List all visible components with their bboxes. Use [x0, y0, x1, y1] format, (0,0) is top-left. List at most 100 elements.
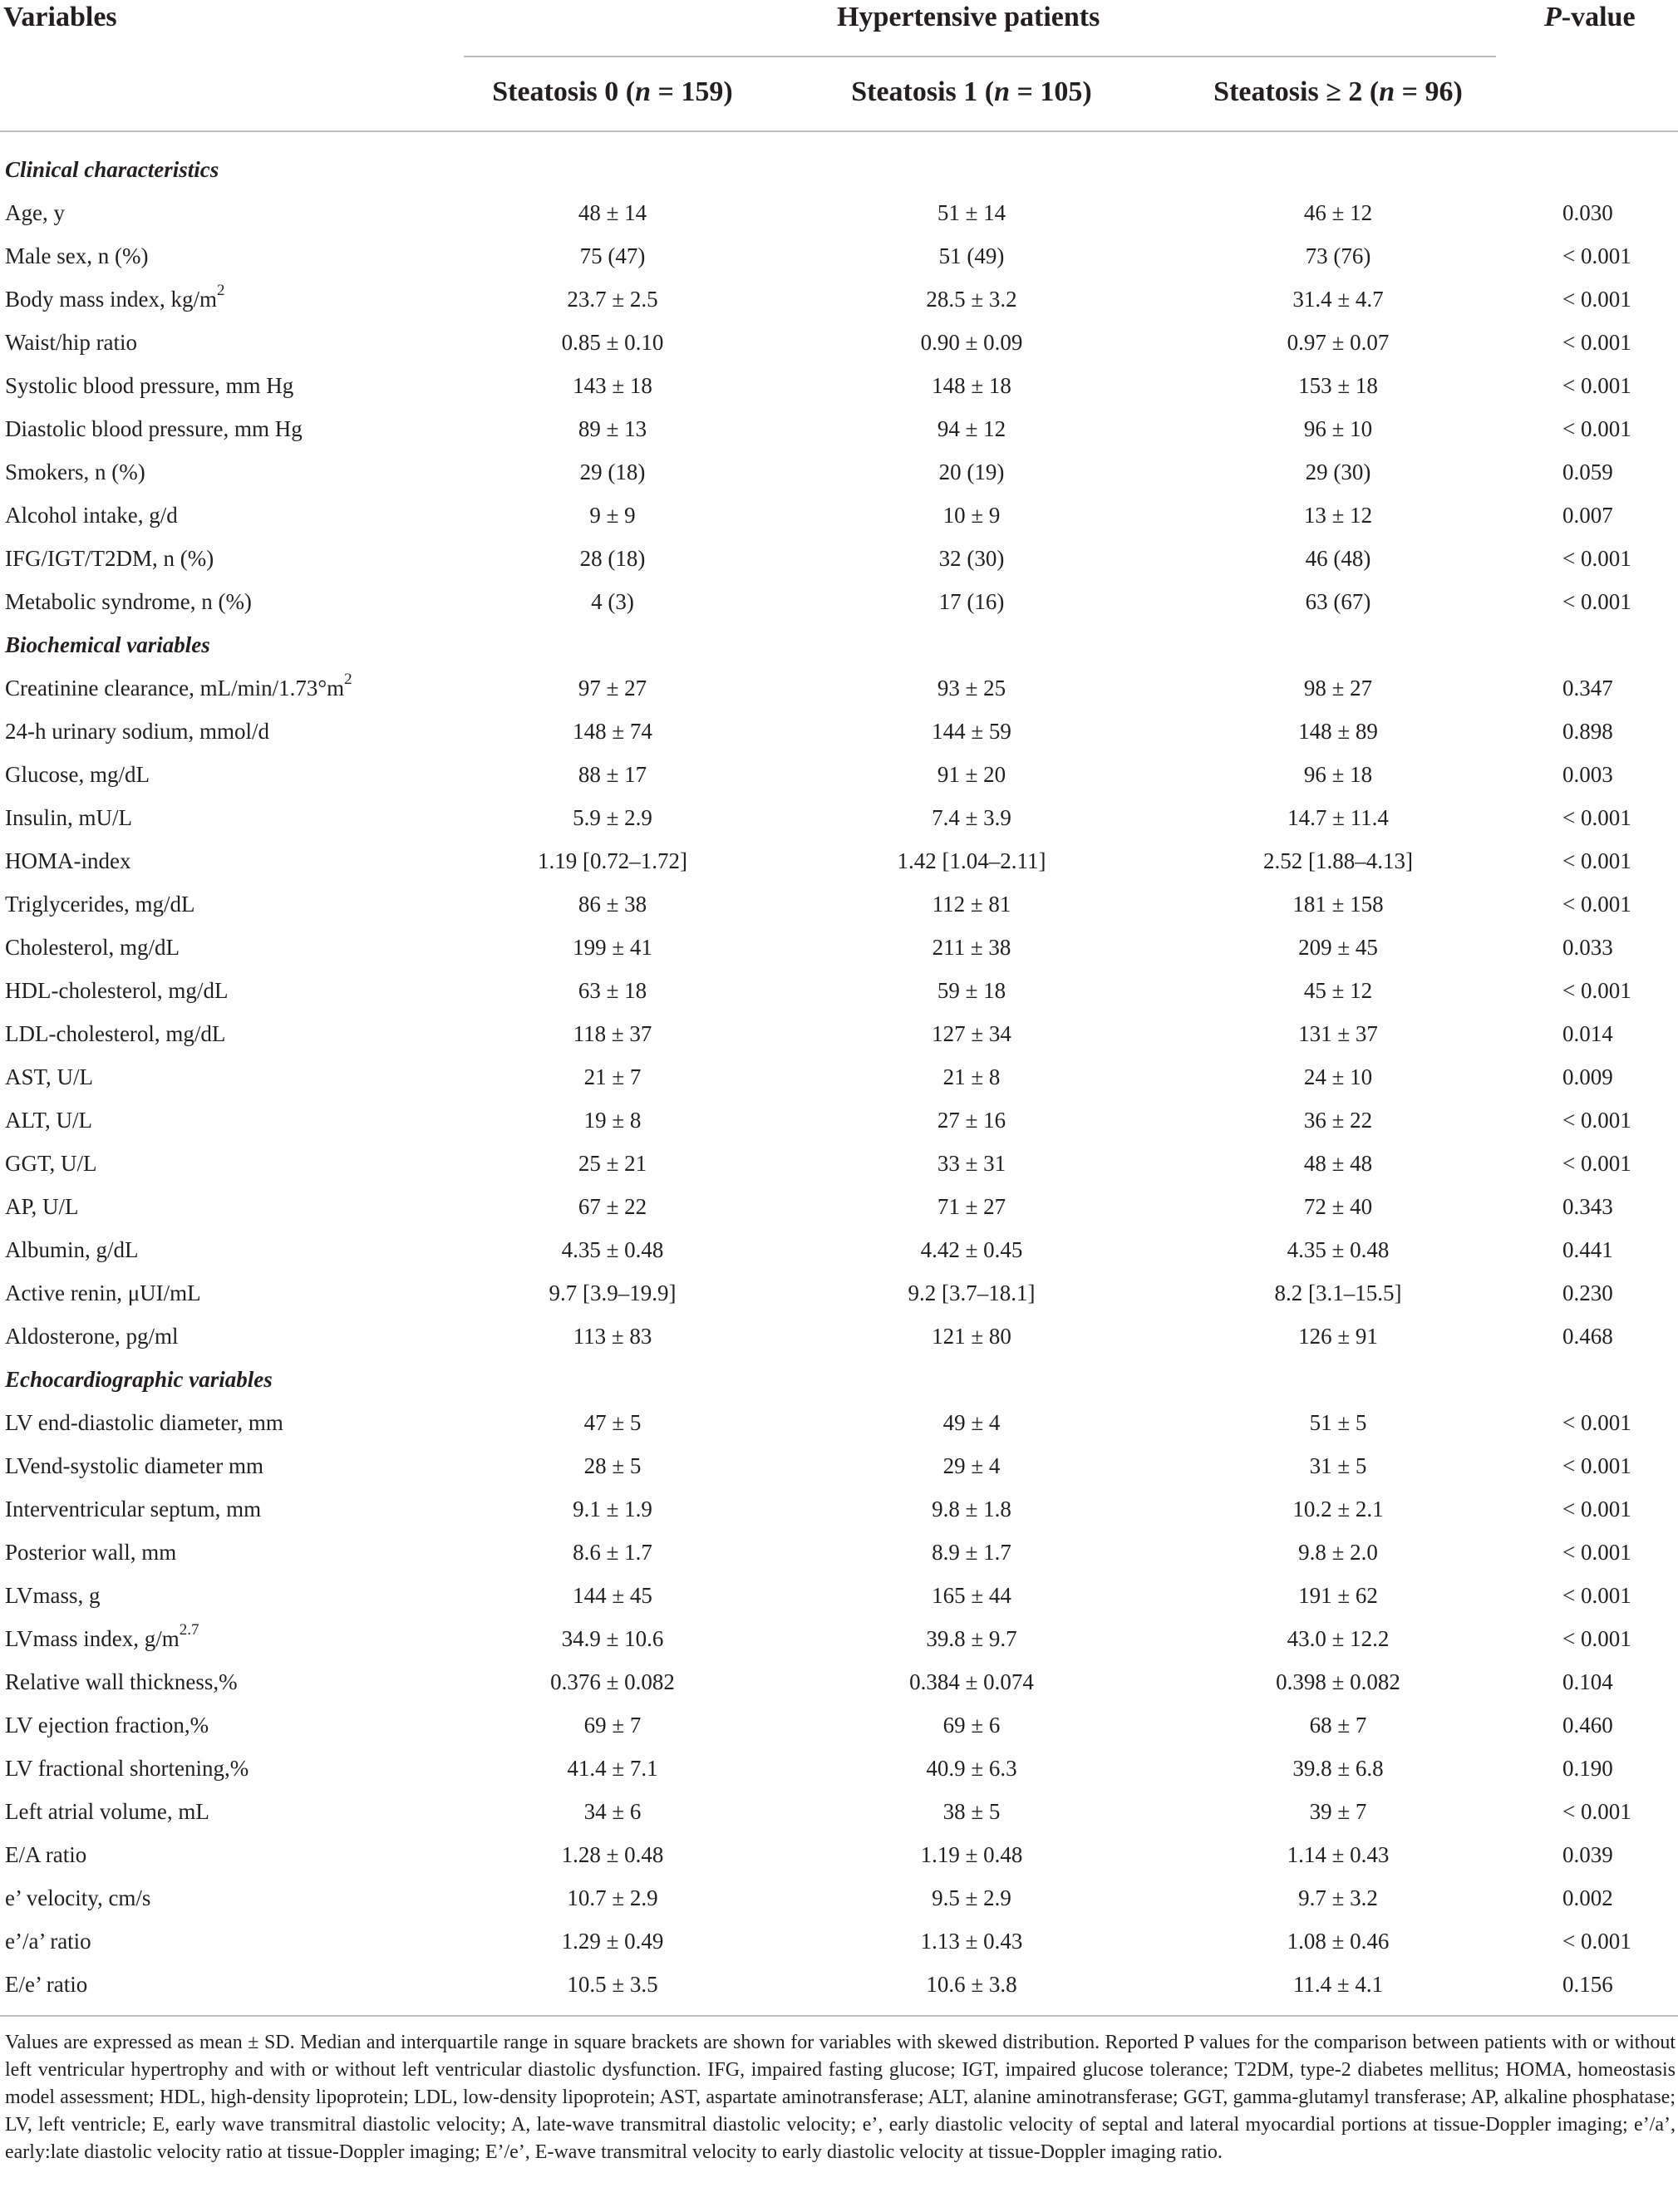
- value-steatosis-1: 17 (16): [938, 589, 1005, 614]
- value-steatosis-0: 21 ± 7: [583, 1064, 642, 1089]
- value-steatosis-1: 94 ± 12: [937, 416, 1006, 441]
- table-footnote: Values are expressed as mean ± SD. Media…: [5, 2032, 1676, 2163]
- value-steatosis-1: 127 ± 34: [932, 1021, 1011, 1046]
- group-rule: [464, 56, 1496, 57]
- value-steatosis-2: 36 ± 22: [1303, 1108, 1373, 1133]
- table-row: e’/a’ ratio 1.29 ± 0.49 1.13 ± 0.43 1.08 ± …: [0, 1920, 1678, 1963]
- row-label: Active renin, μUI/mL: [5, 1281, 201, 1305]
- value-steatosis-1: 9.5 ± 2.9: [932, 1885, 1011, 1910]
- value-steatosis-2: 148 ± 89: [1298, 719, 1378, 744]
- p-value: 0.460: [1562, 1713, 1613, 1738]
- value-steatosis-1: 27 ± 16: [937, 1108, 1006, 1133]
- value-steatosis-1: 51 (49): [938, 243, 1005, 268]
- value-steatosis-1: 148 ± 18: [932, 373, 1011, 398]
- value-steatosis-2: 9.8 ± 2.0: [1298, 1540, 1378, 1565]
- value-steatosis-1: 10.6 ± 3.8: [926, 1972, 1017, 1997]
- value-steatosis-1: 9.8 ± 1.8: [932, 1497, 1011, 1521]
- table-row: LDL-cholesterol, mg/dL 118 ± 37 127 ± 34 13…: [0, 1012, 1678, 1055]
- row-label: Biochemical variables: [5, 632, 210, 657]
- value-steatosis-0: 25 ± 21: [578, 1151, 647, 1176]
- value-steatosis-1: 121 ± 80: [932, 1324, 1011, 1349]
- table-row: Alcohol intake, g/d 9 ± 9 10 ± 9 13 ± 12 0.0…: [0, 494, 1678, 537]
- value-steatosis-0: 97 ± 27: [578, 676, 647, 700]
- header-rule: [0, 130, 1678, 132]
- row-label: LVmass, g: [5, 1583, 101, 1608]
- row-label: Aldosterone, pg/ml: [5, 1324, 179, 1349]
- row-label: Creatinine clearance, mL/min/1.73°m2: [5, 671, 352, 700]
- table-row: LVmass, g 144 ± 45 165 ± 44 191 ± 62 < 0.001: [0, 1574, 1678, 1617]
- value-steatosis-2: 14.7 ± 11.4: [1287, 805, 1389, 830]
- value-steatosis-1: 49 ± 4: [942, 1410, 1001, 1435]
- table-row: AP, U/L 67 ± 22 71 ± 27 72 ± 40 0.343: [0, 1185, 1678, 1228]
- table-row: Albumin, g/dL 4.35 ± 0.48 4.42 ± 0.45 4.35 …: [0, 1228, 1678, 1271]
- value-steatosis-2: 4.35 ± 0.48: [1287, 1237, 1390, 1262]
- p-value: < 0.001: [1562, 1151, 1631, 1176]
- table-row: 24-h urinary sodium, mmol/d 148 ± 74 144 ±…: [0, 710, 1678, 753]
- p-value: 0.002: [1562, 1885, 1613, 1910]
- table-row: Aldosterone, pg/ml 113 ± 83 121 ± 80 126 ± …: [0, 1315, 1678, 1358]
- p-value: 0.347: [1562, 676, 1613, 700]
- value-steatosis-2: 1.14 ± 0.43: [1287, 1842, 1390, 1867]
- table-row: LVend-systolic diameter mm 28 ± 5 29 ± 4 31…: [0, 1444, 1678, 1487]
- row-label: E/e’ ratio: [5, 1972, 88, 1997]
- p-value: < 0.001: [1562, 1108, 1631, 1133]
- row-label: HOMA-index: [5, 848, 131, 873]
- header-p-rest: -value: [1561, 2, 1636, 32]
- table-body: Clinical characteristics Age, y 48 ± 14 51 …: [0, 148, 1678, 2006]
- row-label: AP, U/L: [5, 1194, 79, 1219]
- value-steatosis-0: 28 ± 5: [583, 1453, 642, 1478]
- p-value: < 0.001: [1562, 978, 1631, 1003]
- value-steatosis-2: 11.4 ± 4.1: [1292, 1972, 1384, 1997]
- row-label: Glucose, mg/dL: [5, 762, 150, 787]
- p-value: 0.343: [1562, 1194, 1613, 1219]
- row-label: Left atrial volume, mL: [5, 1799, 209, 1824]
- value-steatosis-1: 165 ± 44: [932, 1583, 1011, 1608]
- value-steatosis-1: 144 ± 59: [932, 719, 1011, 744]
- value-steatosis-1: 211 ± 38: [932, 935, 1011, 960]
- value-steatosis-1: 1.19 ± 0.48: [920, 1842, 1023, 1867]
- value-steatosis-0: 29 (18): [579, 460, 646, 484]
- value-steatosis-1: 51 ± 14: [937, 200, 1006, 225]
- value-steatosis-0: 143 ± 18: [573, 373, 652, 398]
- value-steatosis-2: 39 ± 7: [1309, 1799, 1367, 1824]
- p-value: 0.059: [1562, 460, 1613, 484]
- value-steatosis-2: 131 ± 37: [1298, 1021, 1378, 1046]
- value-steatosis-2: 13 ± 12: [1303, 503, 1373, 528]
- value-steatosis-2: 68 ± 7: [1309, 1713, 1367, 1738]
- row-label: Cholesterol, mg/dL: [5, 935, 180, 960]
- table-row: Creatinine clearance, mL/min/1.73°m2 97 ±…: [0, 666, 1678, 710]
- value-steatosis-2: 43.0 ± 12.2: [1287, 1626, 1390, 1651]
- value-steatosis-2: 0.398 ± 0.082: [1276, 1669, 1400, 1694]
- table-row: Interventricular septum, mm 9.1 ± 1.9 9.8 …: [0, 1487, 1678, 1531]
- value-steatosis-0: 75 (47): [579, 243, 646, 268]
- value-steatosis-2: 153 ± 18: [1298, 373, 1378, 398]
- value-steatosis-0: 23.7 ± 2.5: [567, 287, 658, 312]
- row-label-superscript: 2.7: [179, 1621, 199, 1639]
- row-label: Male sex, n (%): [5, 243, 149, 268]
- row-label: Age, y: [5, 200, 65, 225]
- row-label: LVend-systolic diameter mm: [5, 1453, 263, 1478]
- value-steatosis-2: 72 ± 40: [1303, 1194, 1373, 1219]
- value-steatosis-1: 1.13 ± 0.43: [920, 1929, 1023, 1954]
- row-label-superscript: 2: [217, 282, 225, 299]
- row-label: Albumin, g/dL: [5, 1237, 139, 1262]
- row-label: LV ejection fraction,%: [5, 1713, 209, 1738]
- value-steatosis-2: 96 ± 18: [1303, 762, 1373, 787]
- value-steatosis-0: 144 ± 45: [573, 1583, 652, 1608]
- value-steatosis-2: 2.52 [1.88–4.13]: [1263, 848, 1413, 873]
- header-p-value: P-value: [1544, 2, 1636, 33]
- row-label: Clinical characteristics: [5, 157, 219, 182]
- value-steatosis-1: 40.9 ± 6.3: [926, 1756, 1017, 1781]
- table-row: Left atrial volume, mL 34 ± 6 38 ± 5 39 ± 7…: [0, 1790, 1678, 1833]
- value-steatosis-0: 5.9 ± 2.9: [573, 805, 652, 830]
- table-row: Systolic blood pressure, mm Hg 143 ± 18 14…: [0, 364, 1678, 407]
- value-steatosis-0: 34.9 ± 10.6: [561, 1626, 664, 1651]
- value-steatosis-0: 89 ± 13: [578, 416, 647, 441]
- table-row: GGT, U/L 25 ± 21 33 ± 31 48 ± 48 < 0.001: [0, 1142, 1678, 1185]
- p-value: 0.030: [1562, 200, 1613, 225]
- value-steatosis-1: 0.384 ± 0.074: [909, 1669, 1034, 1694]
- value-steatosis-0: 9.7 [3.9–19.9]: [549, 1281, 677, 1305]
- header-p-italic: P: [1544, 2, 1562, 32]
- value-steatosis-2: 126 ± 91: [1298, 1324, 1378, 1349]
- row-label: GGT, U/L: [5, 1151, 97, 1176]
